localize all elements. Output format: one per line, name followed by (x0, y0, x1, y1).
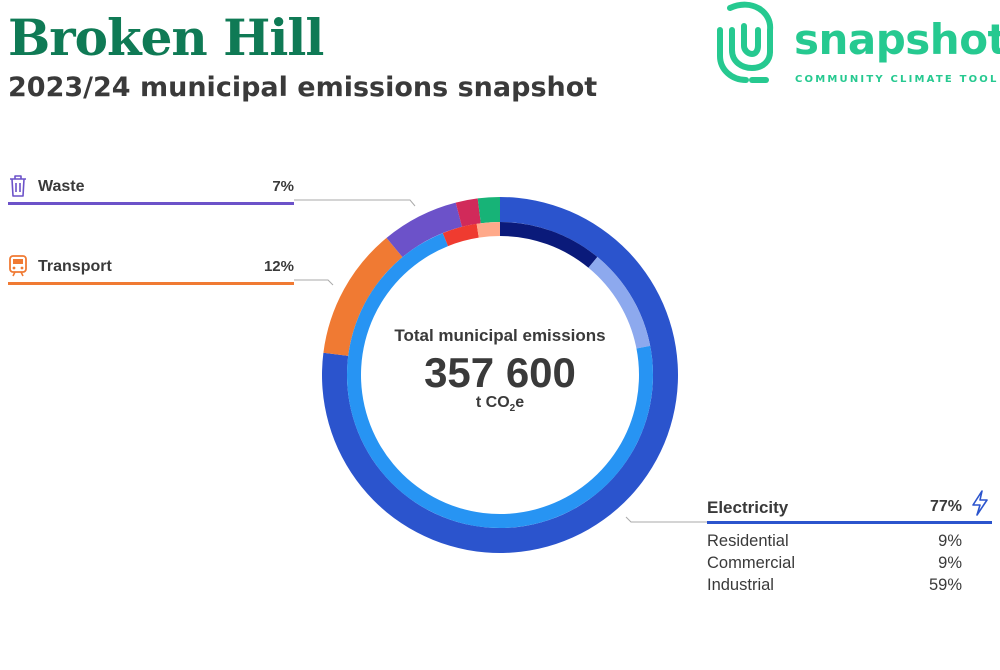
page-subtitle: 2023/24 municipal emissions snapshot (8, 72, 598, 103)
fingerprint-icon (717, 1, 774, 83)
inner-slice-residential (500, 222, 598, 268)
sub-label: Residential (707, 532, 789, 550)
sub-percent: 9% (938, 532, 962, 550)
donut-slice-waste (386, 202, 462, 258)
legend-waste-label: Waste (38, 178, 85, 195)
waste-leader-line (294, 199, 416, 207)
donut-slice-transport (323, 237, 403, 356)
total-unit: t CO2e (350, 394, 650, 414)
legend-transport-bar (8, 282, 294, 285)
page-title: Broken Hill (8, 8, 324, 67)
legend-transport: Transport 12% (8, 255, 294, 285)
sub-label: Commercial (707, 554, 796, 572)
donut-center: Total municipal emissions 357 600 t CO2e (350, 326, 650, 414)
train-icon (9, 255, 27, 277)
transport-leader-line (294, 279, 334, 286)
legend-electricity-header: Electricity 77% (707, 490, 992, 524)
legend-waste-percent: 7% (272, 178, 294, 195)
unit-subscript: 2 (509, 403, 516, 415)
sub-percent: 59% (928, 576, 962, 594)
unit-suffix: e (515, 394, 525, 411)
legend-transport-label: Transport (38, 258, 112, 275)
legend-waste: Waste 7% (8, 175, 294, 205)
electricity-leader-line (625, 516, 707, 523)
total-label: Total municipal emissions (394, 326, 606, 345)
donut-slice-segment-4 (477, 197, 500, 224)
inner-slice-commercial (588, 256, 651, 349)
logo-wordmark: snapshot (794, 15, 1000, 64)
inner-ring (346, 222, 653, 529)
inner-slice-segment-4 (476, 222, 500, 238)
trash-bin-icon (10, 175, 26, 197)
outer-ring (322, 197, 678, 553)
inner-slice-segment-3 (442, 223, 479, 247)
legend-electricity: Electricity 77% Residential 9% Commercia… (707, 490, 992, 596)
legend-electricity-label: Electricity (707, 498, 789, 517)
sub-label: Industrial (707, 576, 774, 594)
unit-prefix: t CO (475, 394, 510, 411)
logo-tagline: COMMUNITY CLIMATE TOOL (795, 74, 999, 85)
lightning-icon (972, 490, 988, 516)
legend-electricity-sub-residential: Residential 9% (707, 530, 992, 552)
snapshot-logo: snapshot COMMUNITY CLIMATE TOOL (712, 0, 1000, 95)
legend-electricity-sub-industrial: Industrial 59% (707, 574, 992, 596)
legend-electricity-percent: 77% (929, 498, 962, 515)
legend-waste-bar (8, 202, 294, 205)
sub-percent: 9% (938, 554, 962, 572)
donut-slice-segment-3 (455, 198, 481, 227)
legend-electricity-sub-commercial: Commercial 9% (707, 552, 992, 574)
total-value: 357 600 (424, 349, 576, 396)
legend-transport-percent: 12% (263, 258, 294, 275)
legend-electricity-bar (707, 521, 992, 524)
